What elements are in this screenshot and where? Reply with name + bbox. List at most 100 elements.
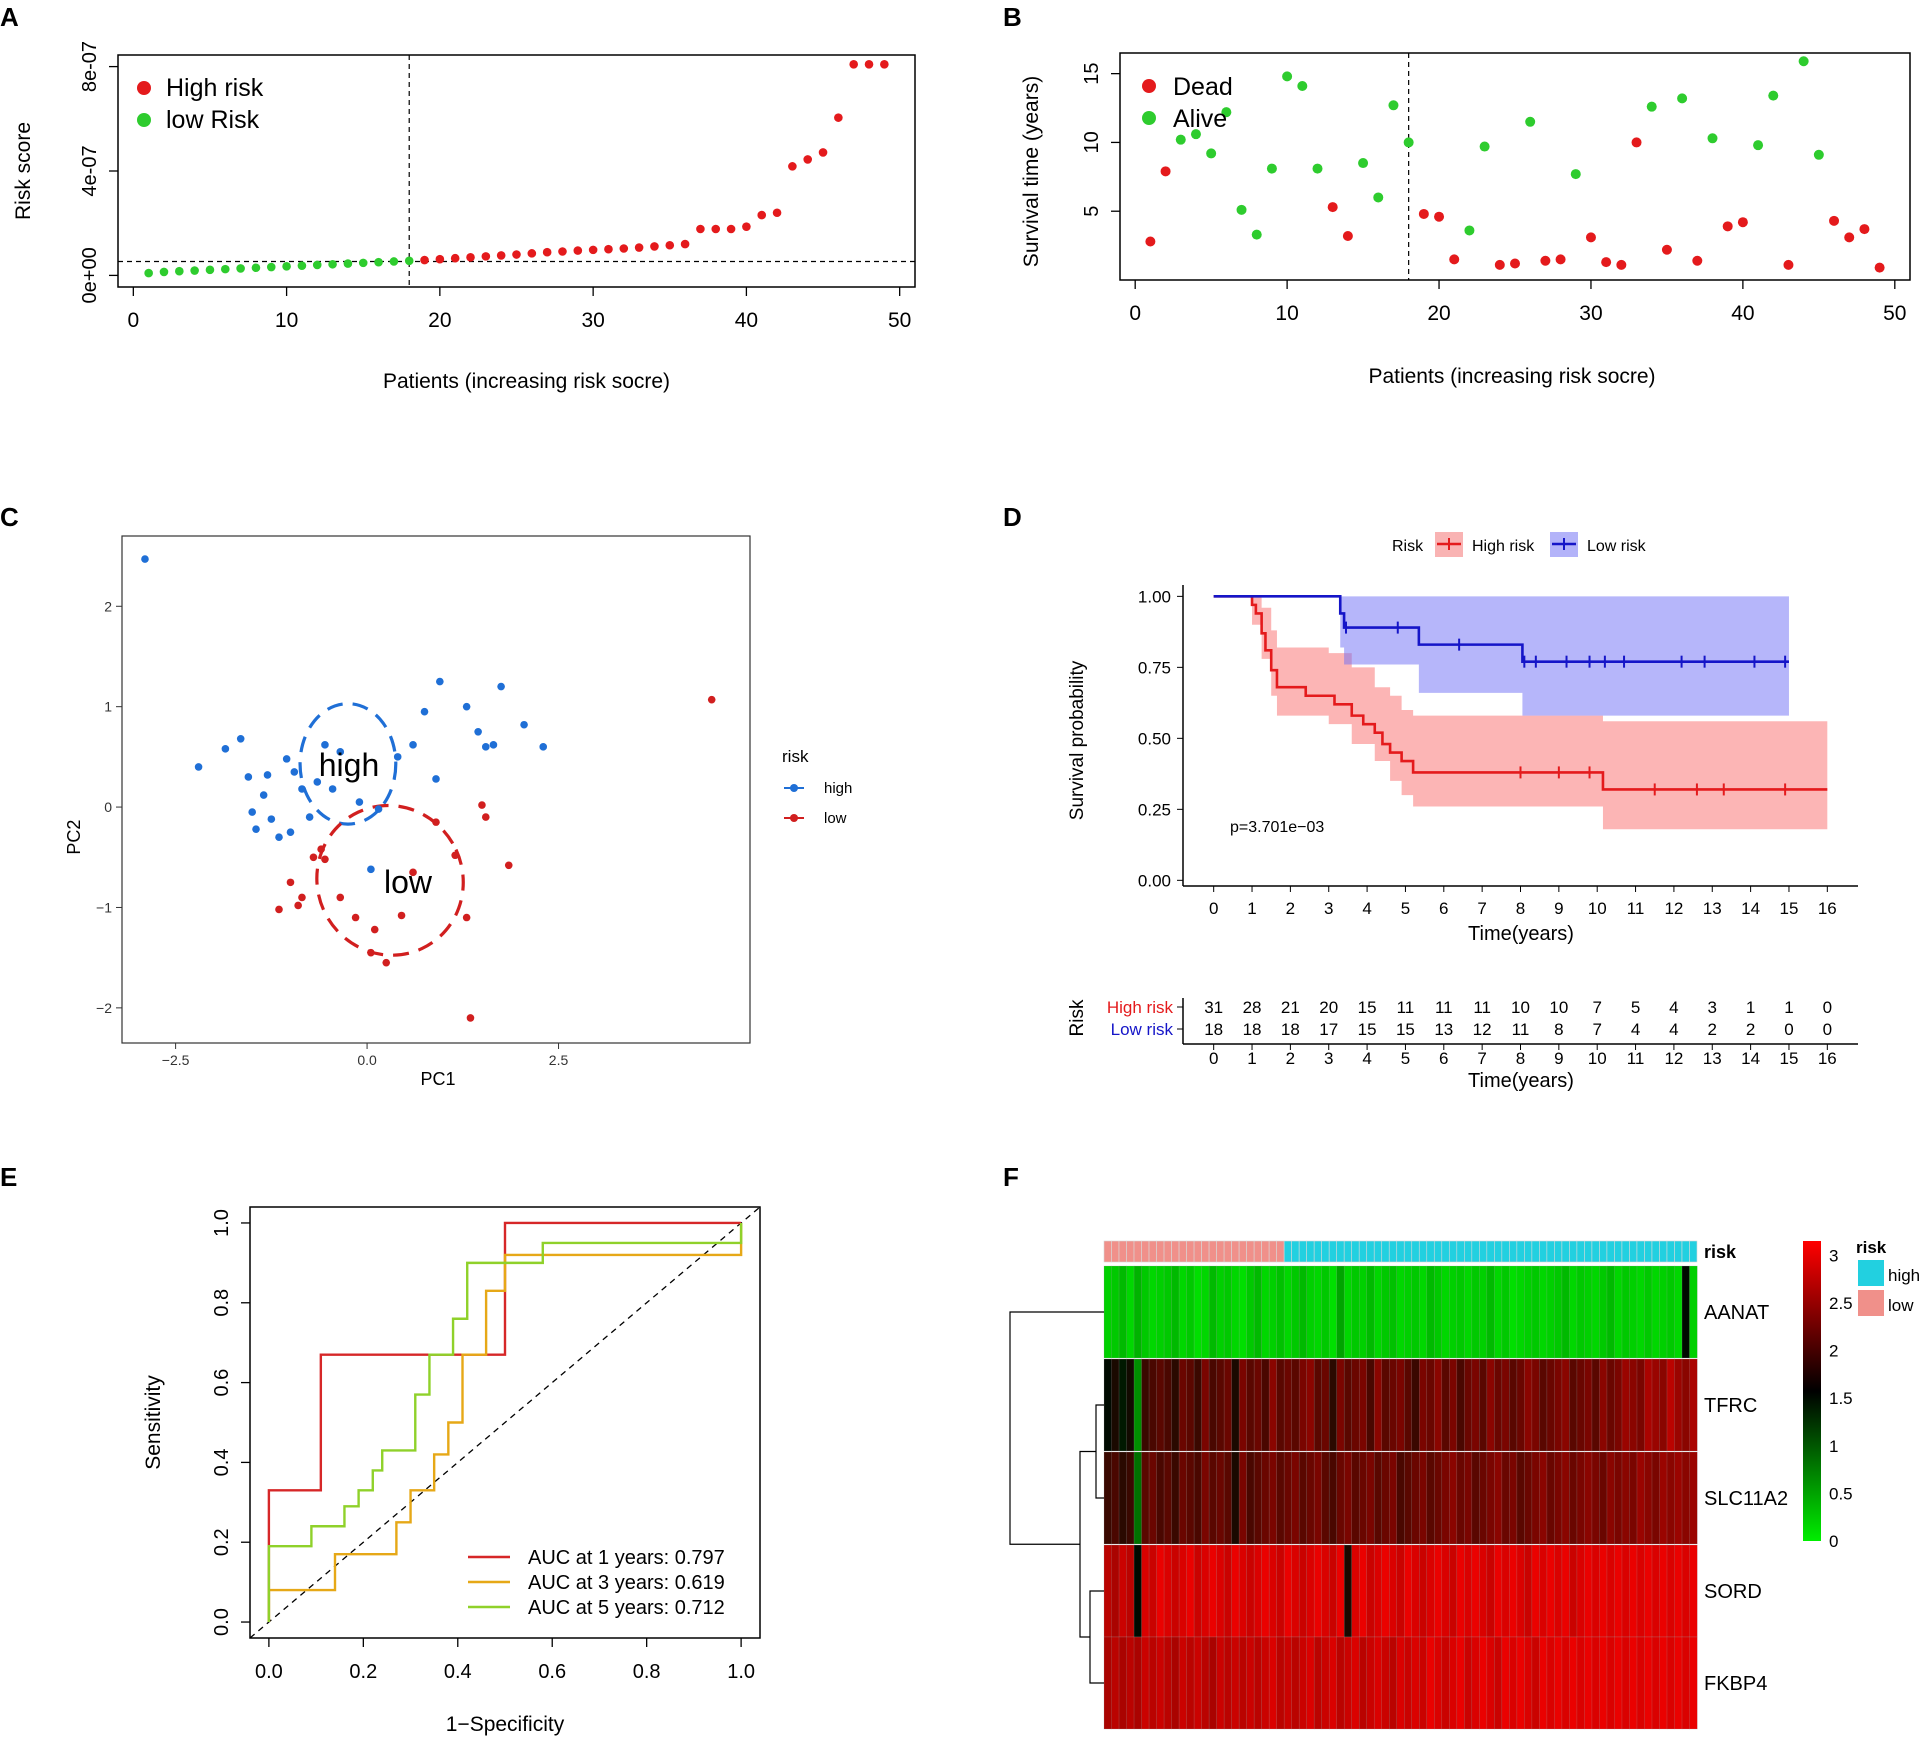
risk-point xyxy=(726,224,736,234)
annotation-cell xyxy=(1501,1240,1510,1263)
heatmap-cell xyxy=(1321,1451,1330,1545)
heatmap-cell xyxy=(1494,1544,1503,1638)
heatmap-cell xyxy=(1674,1451,1683,1545)
risk-point xyxy=(190,266,199,275)
x-tick-label: 1 xyxy=(1247,899,1256,918)
y-tick-label: 0.2 xyxy=(211,1528,233,1556)
x-tick-label: 0.4 xyxy=(444,1661,472,1683)
risk-point xyxy=(742,222,751,231)
risk-point xyxy=(634,243,644,252)
risk-point xyxy=(389,257,399,266)
heatmap-cell xyxy=(1606,1451,1615,1545)
heatmap-cell xyxy=(1494,1358,1503,1452)
heatmap-cell xyxy=(1291,1358,1300,1452)
heatmap-cell xyxy=(1186,1451,1195,1545)
heatmap-cell xyxy=(1621,1636,1630,1730)
heatmap-cell xyxy=(1524,1265,1533,1359)
y-axis-title: PC2 xyxy=(64,820,84,855)
alive-point xyxy=(1206,148,1217,159)
heatmap-cell xyxy=(1261,1636,1270,1730)
heatmap-cell xyxy=(1321,1265,1330,1359)
plot-frame xyxy=(121,535,751,1044)
heatmap-cell xyxy=(1419,1544,1428,1638)
y-tick-label: 0.0 xyxy=(211,1608,233,1636)
heatmap-cell xyxy=(1148,1451,1158,1545)
risk-point xyxy=(374,257,383,267)
heatmap-cell xyxy=(1366,1358,1375,1452)
alive-point xyxy=(1373,192,1384,203)
annotation-cell xyxy=(1276,1240,1285,1263)
heatmap-cell xyxy=(1186,1544,1195,1638)
heatmap-cell xyxy=(1479,1265,1488,1359)
heatmap-cell xyxy=(1494,1265,1503,1359)
heatmap-cell xyxy=(1621,1451,1630,1545)
heatmap-cell xyxy=(1156,1544,1165,1638)
low-risk-point xyxy=(317,845,325,854)
alive-point xyxy=(1707,133,1718,144)
risk-point xyxy=(665,240,675,250)
heatmap-cell xyxy=(1141,1358,1150,1452)
heatmap-cell xyxy=(1644,1544,1653,1638)
dead-point xyxy=(1418,208,1429,219)
heatmap-cell xyxy=(1479,1636,1488,1730)
dendrogram-branch xyxy=(1009,1311,1104,1545)
heatmap-cell xyxy=(1576,1358,1585,1452)
heatmap-cell xyxy=(1306,1451,1315,1545)
heatmap-cell xyxy=(1178,1358,1188,1452)
low-risk-point xyxy=(466,1014,475,1022)
low-risk-point xyxy=(321,855,329,864)
legend-label-high: High risk xyxy=(166,74,264,102)
heatmap-cell xyxy=(1449,1451,1458,1545)
heatmap-cell xyxy=(1201,1265,1210,1359)
heatmap-cell xyxy=(1253,1544,1263,1638)
heatmap-cell xyxy=(1486,1358,1495,1452)
heatmap-cell xyxy=(1133,1358,1143,1452)
risk-table-count: 31 xyxy=(1204,998,1223,1017)
heatmap-cell xyxy=(1216,1265,1225,1359)
risk-point xyxy=(175,266,184,276)
annotation-cell xyxy=(1178,1240,1187,1263)
alive-point xyxy=(1297,81,1308,92)
alive-point xyxy=(1798,56,1809,67)
x-tick-label: 11 xyxy=(1627,899,1645,918)
risk-table-count: 18 xyxy=(1204,1020,1223,1039)
heatmap-cell xyxy=(1223,1358,1233,1452)
heatmap-cell xyxy=(1651,1265,1661,1359)
annotation-cell xyxy=(1148,1240,1157,1263)
low-risk-point xyxy=(462,913,471,922)
heatmap-cell xyxy=(1343,1636,1353,1730)
heatmap-cell xyxy=(1471,1265,1480,1359)
heatmap-cell xyxy=(1434,1358,1443,1452)
risk-table-count: 4 xyxy=(1669,1020,1678,1039)
alive-point xyxy=(1403,137,1414,148)
alive-point xyxy=(1312,163,1323,174)
risk-table-row-label: High risk xyxy=(1107,998,1174,1017)
annotation-cell xyxy=(1156,1240,1165,1263)
x-tick-label: 0.0 xyxy=(357,1052,377,1068)
colorbar-tick-label: 2 xyxy=(1829,1342,1838,1361)
heatmap-cell xyxy=(1651,1636,1661,1730)
heatmap-cell xyxy=(1509,1451,1518,1545)
legend-marker-low xyxy=(137,113,151,127)
heatmap-cell xyxy=(1539,1358,1548,1452)
heatmap-cell xyxy=(1298,1451,1308,1545)
heatmap-cell xyxy=(1388,1358,1398,1452)
heatmap-cell xyxy=(1261,1265,1270,1359)
high-risk-point xyxy=(248,808,256,816)
heatmap-cell xyxy=(1178,1451,1188,1545)
annotation-cell xyxy=(1644,1240,1653,1263)
heatmap-cell xyxy=(1396,1544,1405,1638)
alive-point xyxy=(1813,149,1824,160)
annotation-cell xyxy=(1584,1240,1593,1263)
heatmap-cell xyxy=(1111,1544,1120,1638)
heatmap-cell xyxy=(1674,1636,1683,1730)
heatmap-cell xyxy=(1636,1265,1646,1359)
heatmap-cell xyxy=(1426,1544,1435,1638)
x-tick-label: 13 xyxy=(1703,899,1722,918)
annotation-cell xyxy=(1546,1240,1555,1263)
dead-point xyxy=(1555,254,1566,265)
low-risk-point xyxy=(336,893,345,902)
heatmap-cell xyxy=(1629,1544,1638,1638)
legend-label: AUC at 1 years: 0.797 xyxy=(528,1547,725,1569)
heatmap-cell xyxy=(1283,1544,1293,1638)
